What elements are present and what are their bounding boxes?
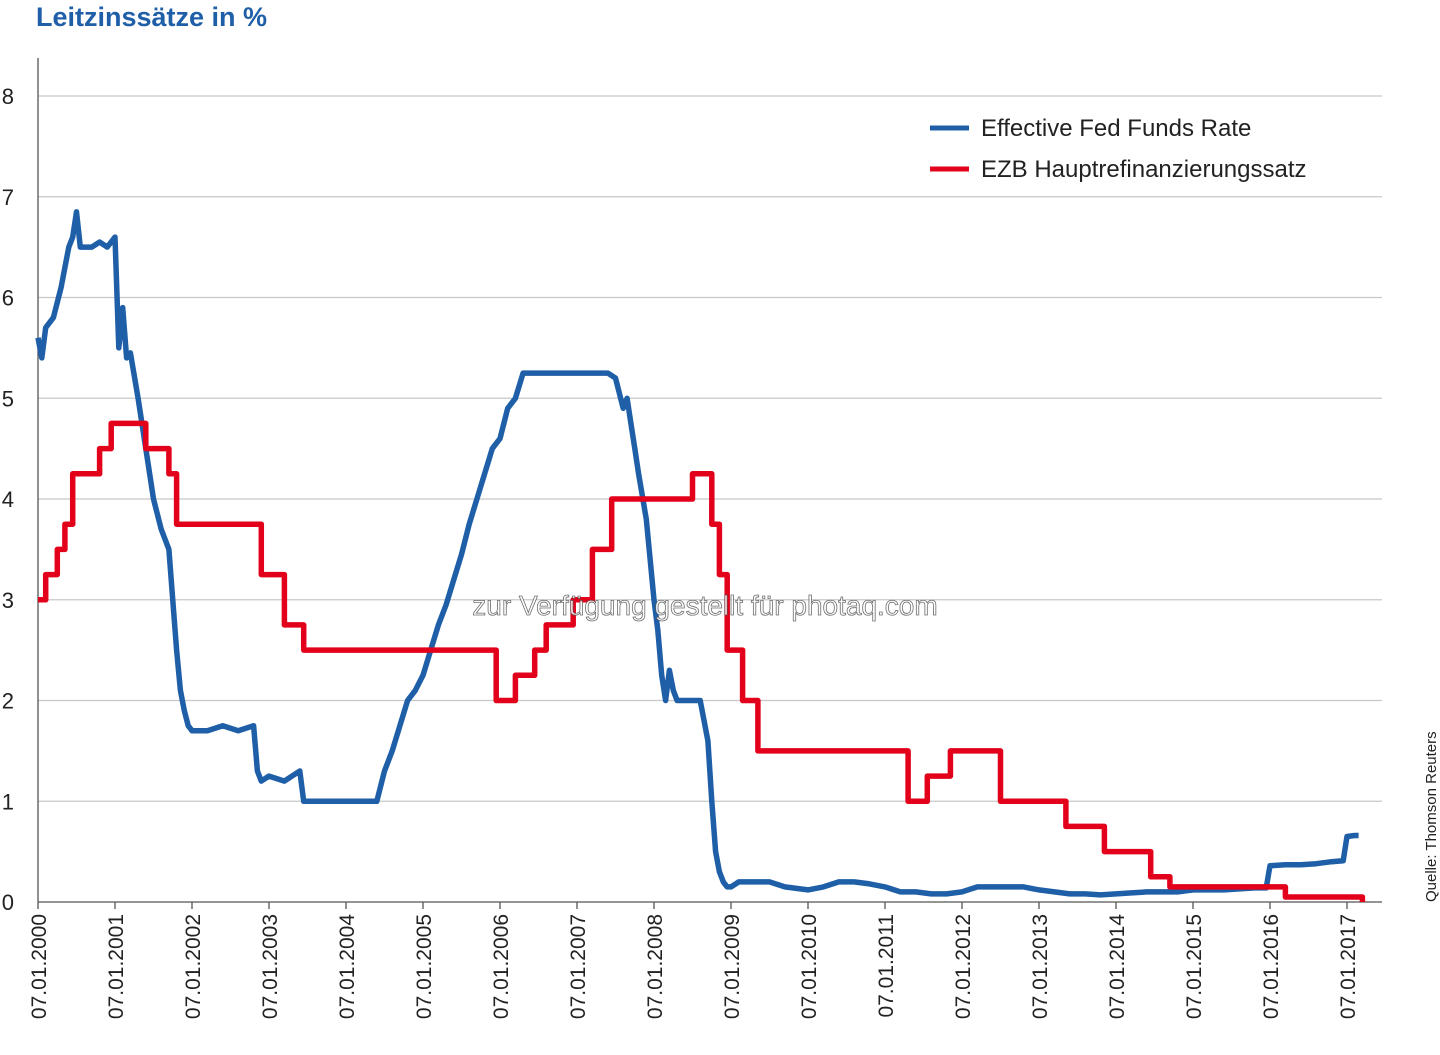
y-tick-label: 6 <box>2 286 14 311</box>
y-tick-label: 7 <box>2 185 14 210</box>
y-tick-label: 5 <box>2 386 14 411</box>
x-tick-label: 07.01.2008 <box>644 914 667 1019</box>
y-tick-label: 0 <box>2 890 14 915</box>
x-tick-label: 07.01.2001 <box>105 914 128 1019</box>
x-tick-label: 07.01.2015 <box>1183 914 1206 1019</box>
y-tick-label: 4 <box>2 487 14 512</box>
watermark-text: zur Verfügung gestellt für photaq.com <box>472 590 937 621</box>
x-tick-label: 07.01.2006 <box>490 914 513 1019</box>
chart-title: Leitzinssätze in % <box>36 2 268 32</box>
legend-label: EZB Hauptrefinanzierungssatz <box>981 156 1307 183</box>
fed-funds-line <box>35 209 1359 898</box>
y-tick-label: 2 <box>2 689 14 714</box>
y-tick-label: 8 <box>2 84 14 109</box>
grid-lines <box>38 95 1382 802</box>
source-note: Quelle: Thomson Reuters <box>1423 731 1440 902</box>
x-tick-label: 07.01.2012 <box>952 914 975 1019</box>
y-tick-label: 3 <box>2 588 14 613</box>
y-tick-labels: 0 1 2 3 4 5 6 7 8 <box>2 84 14 915</box>
x-tick-label: 07.01.2000 <box>28 914 51 1019</box>
x-tick-label: 07.01.2003 <box>259 914 282 1019</box>
legend: Effective Fed Funds Rate EZB Hauptrefinan… <box>930 115 1307 183</box>
y-tick-label: 1 <box>2 789 14 814</box>
x-tick-label: 07.01.2004 <box>336 914 359 1019</box>
x-tick-label: 07.01.2010 <box>798 914 821 1019</box>
x-tick-label: 07.01.2007 <box>567 914 590 1019</box>
x-tick-label: 07.01.2014 <box>1106 914 1129 1019</box>
series-lines <box>35 209 1366 902</box>
x-tick-label: 07.01.2013 <box>1029 914 1052 1019</box>
x-tick-label: 07.01.2005 <box>413 914 436 1019</box>
x-tick-label: 07.01.2016 <box>1260 914 1283 1019</box>
ezb-rate-line <box>38 420 1366 902</box>
x-tick-label: 07.01.2009 <box>721 914 744 1019</box>
legend-label: Effective Fed Funds Rate <box>981 115 1251 142</box>
x-tick-label: 07.01.2002 <box>182 914 205 1019</box>
x-tick-label: 07.01.2011 <box>875 914 898 1018</box>
x-tick-label: 07.01.2017 <box>1337 914 1360 1019</box>
x-tick-labels: 07.01.2000 07.01.2001 07.01.2002 07.01.2003… <box>28 902 1360 1019</box>
